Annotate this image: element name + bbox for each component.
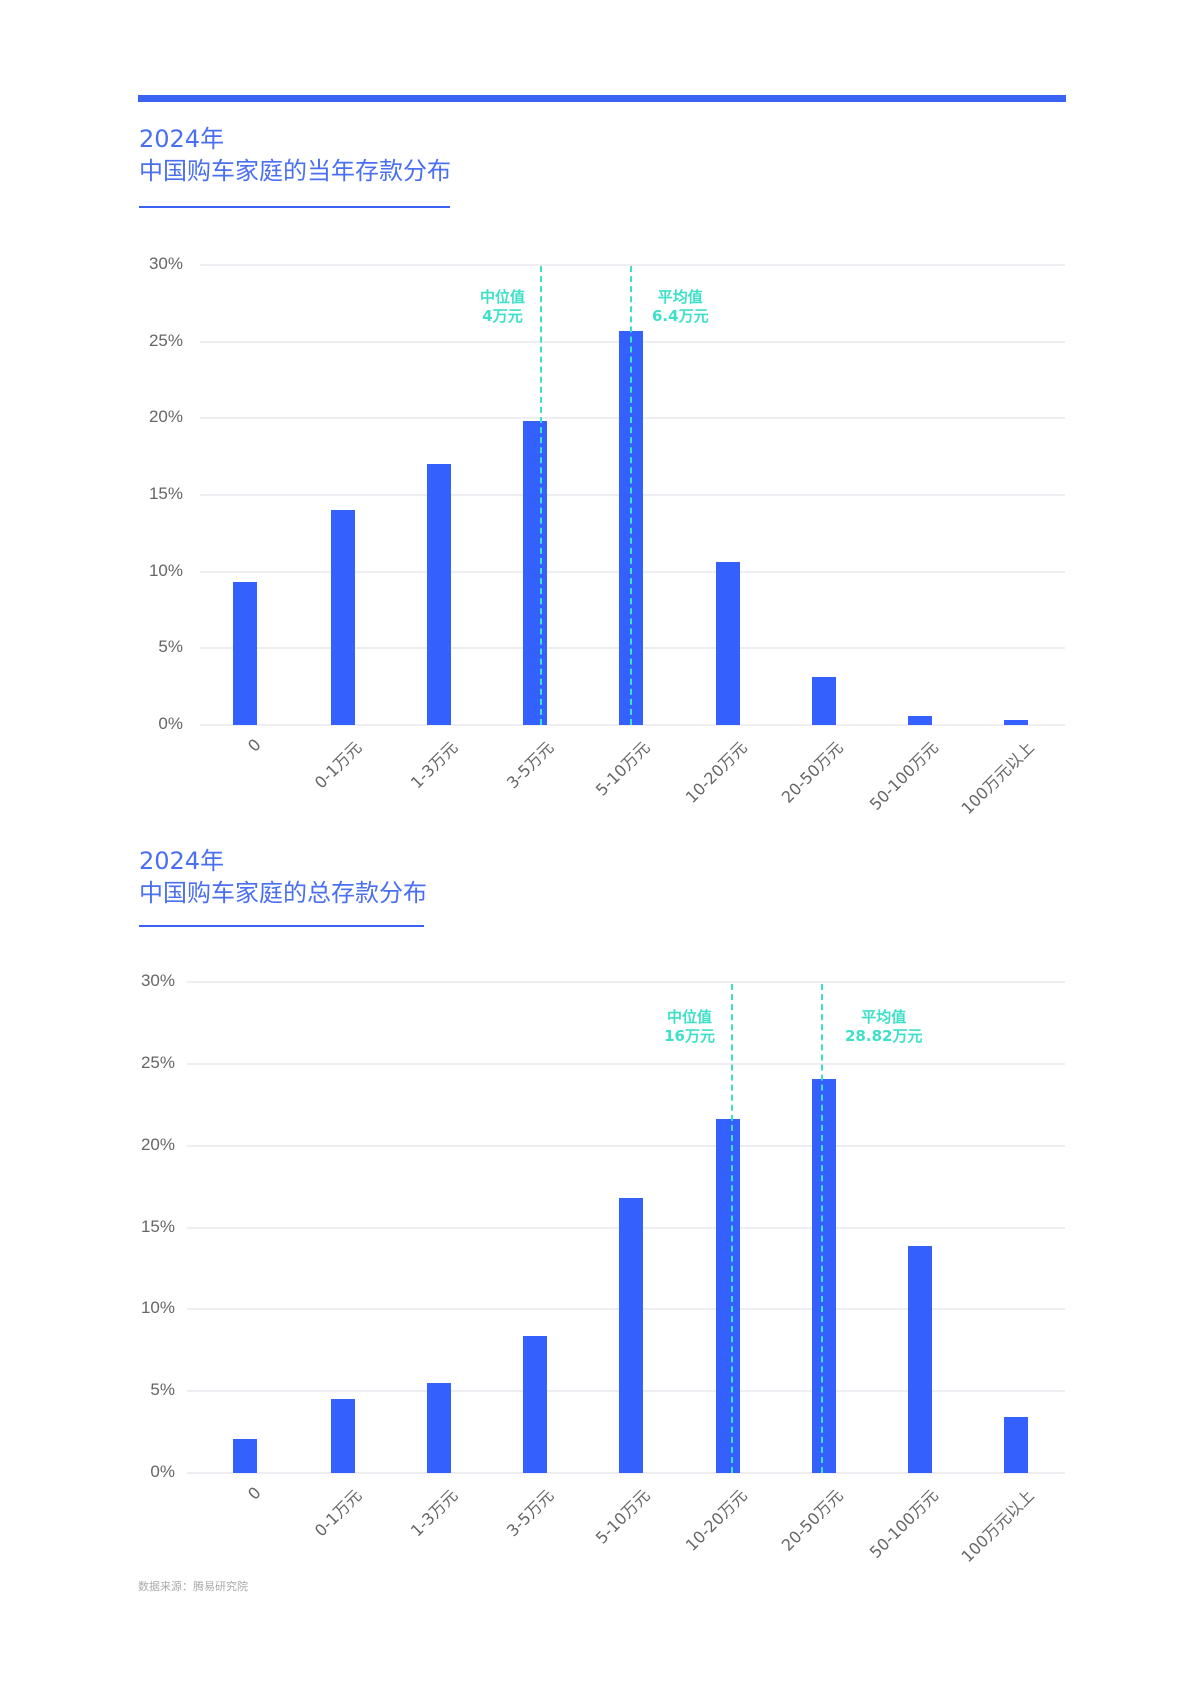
mean-value: 28.82万元 xyxy=(845,1027,923,1045)
chart-total-savings: 30% 25% 20% 15% 10% 5% 0% 0 0-1万元 1-3万元 3-5万元 5-10万… xyxy=(140,971,1065,1567)
chart2-title-underline xyxy=(139,925,424,927)
gridline xyxy=(187,1062,1065,1065)
bar xyxy=(523,1335,547,1473)
bar xyxy=(523,421,547,725)
x-axis-label: 100万元以上 xyxy=(957,1485,1039,1567)
bar xyxy=(233,582,257,725)
bar xyxy=(1004,720,1028,725)
y-tick-label: 10% xyxy=(148,560,183,580)
bar xyxy=(812,677,836,725)
median-annotation: 中位值 16万元 xyxy=(664,1008,715,1046)
y-tick-label: 30% xyxy=(148,254,183,273)
bar xyxy=(233,1438,257,1473)
gridline xyxy=(187,1472,1065,1474)
x-axis-label: 1-3万元 xyxy=(406,1485,462,1541)
data-source: 数据来源：腾易研究院 xyxy=(138,1580,248,1593)
bar xyxy=(1004,1417,1028,1473)
top-accent-bar xyxy=(138,95,1066,102)
y-tick-label: 0% xyxy=(150,1462,175,1481)
gridline xyxy=(187,981,1065,983)
x-axis-label: 10-20万元 xyxy=(681,1485,751,1555)
median-value: 16万元 xyxy=(664,1027,715,1045)
chart1-title-year: 2024年 xyxy=(139,125,225,153)
y-tick-label: 20% xyxy=(148,407,183,427)
bar xyxy=(427,464,451,725)
x-axis-label: 50-100万元 xyxy=(866,1485,943,1562)
x-axis-label: 0-1万元 xyxy=(310,1485,366,1541)
chart-current-year-savings: 30% 25% 20% 15% 10% 5% 0% 0 0-1万元 1-3万元 3-5万元 5-10万… xyxy=(148,254,1065,818)
bar xyxy=(427,1382,451,1473)
chart1-title: 中国购车家庭的当年存款分布 xyxy=(139,157,451,185)
y-tick-label: 20% xyxy=(140,1134,175,1154)
chart2-title: 中国购车家庭的总存款分布 xyxy=(139,879,427,907)
bar xyxy=(908,715,932,725)
mean-reference-line xyxy=(630,266,632,725)
median-reference-line xyxy=(731,984,733,1473)
median-value: 4万元 xyxy=(482,307,523,325)
chart2-title-year: 2024年 xyxy=(139,847,225,875)
y-tick-label: 5% xyxy=(158,637,183,657)
bar xyxy=(908,1245,932,1473)
y-tick-label: 25% xyxy=(140,1052,175,1072)
bar xyxy=(331,1399,355,1473)
y-tick-label: 15% xyxy=(140,1216,175,1236)
median-reference-line xyxy=(540,266,542,725)
y-tick-label: 5% xyxy=(150,1380,175,1400)
bar xyxy=(812,1078,836,1473)
gridline xyxy=(200,264,1065,266)
y-tick-label: 30% xyxy=(140,971,175,990)
median-annotation: 中位值 4万元 xyxy=(480,288,525,326)
y-tick-label: 25% xyxy=(148,330,183,350)
bar xyxy=(331,510,355,725)
y-tick-label: 0% xyxy=(158,714,183,733)
mean-label: 平均值 xyxy=(861,1008,907,1026)
gridline xyxy=(187,1144,1065,1147)
bar xyxy=(619,1198,643,1473)
x-axis-label: 3-5万元 xyxy=(502,1485,558,1541)
bar xyxy=(716,1119,740,1473)
chart1-title-underline xyxy=(139,206,450,208)
mean-label: 平均值 xyxy=(657,288,703,306)
y-tick-label: 15% xyxy=(148,484,183,503)
y-tick-label: 10% xyxy=(140,1298,175,1318)
x-axis-label: 20-50万元 xyxy=(777,1485,847,1555)
x-axis-label: 0 xyxy=(243,1483,265,1504)
mean-annotation: 平均值 28.82万元 xyxy=(845,1008,922,1046)
gridline xyxy=(200,724,1065,726)
bar xyxy=(716,562,740,725)
median-label: 中位值 xyxy=(479,288,525,306)
mean-value: 6.4万元 xyxy=(652,307,709,325)
x-axis-label: 5-10万元 xyxy=(591,1485,654,1548)
median-label: 中位值 xyxy=(667,1008,713,1026)
mean-annotation: 平均值 6.4万元 xyxy=(652,288,709,326)
mean-reference-line xyxy=(821,984,823,1473)
